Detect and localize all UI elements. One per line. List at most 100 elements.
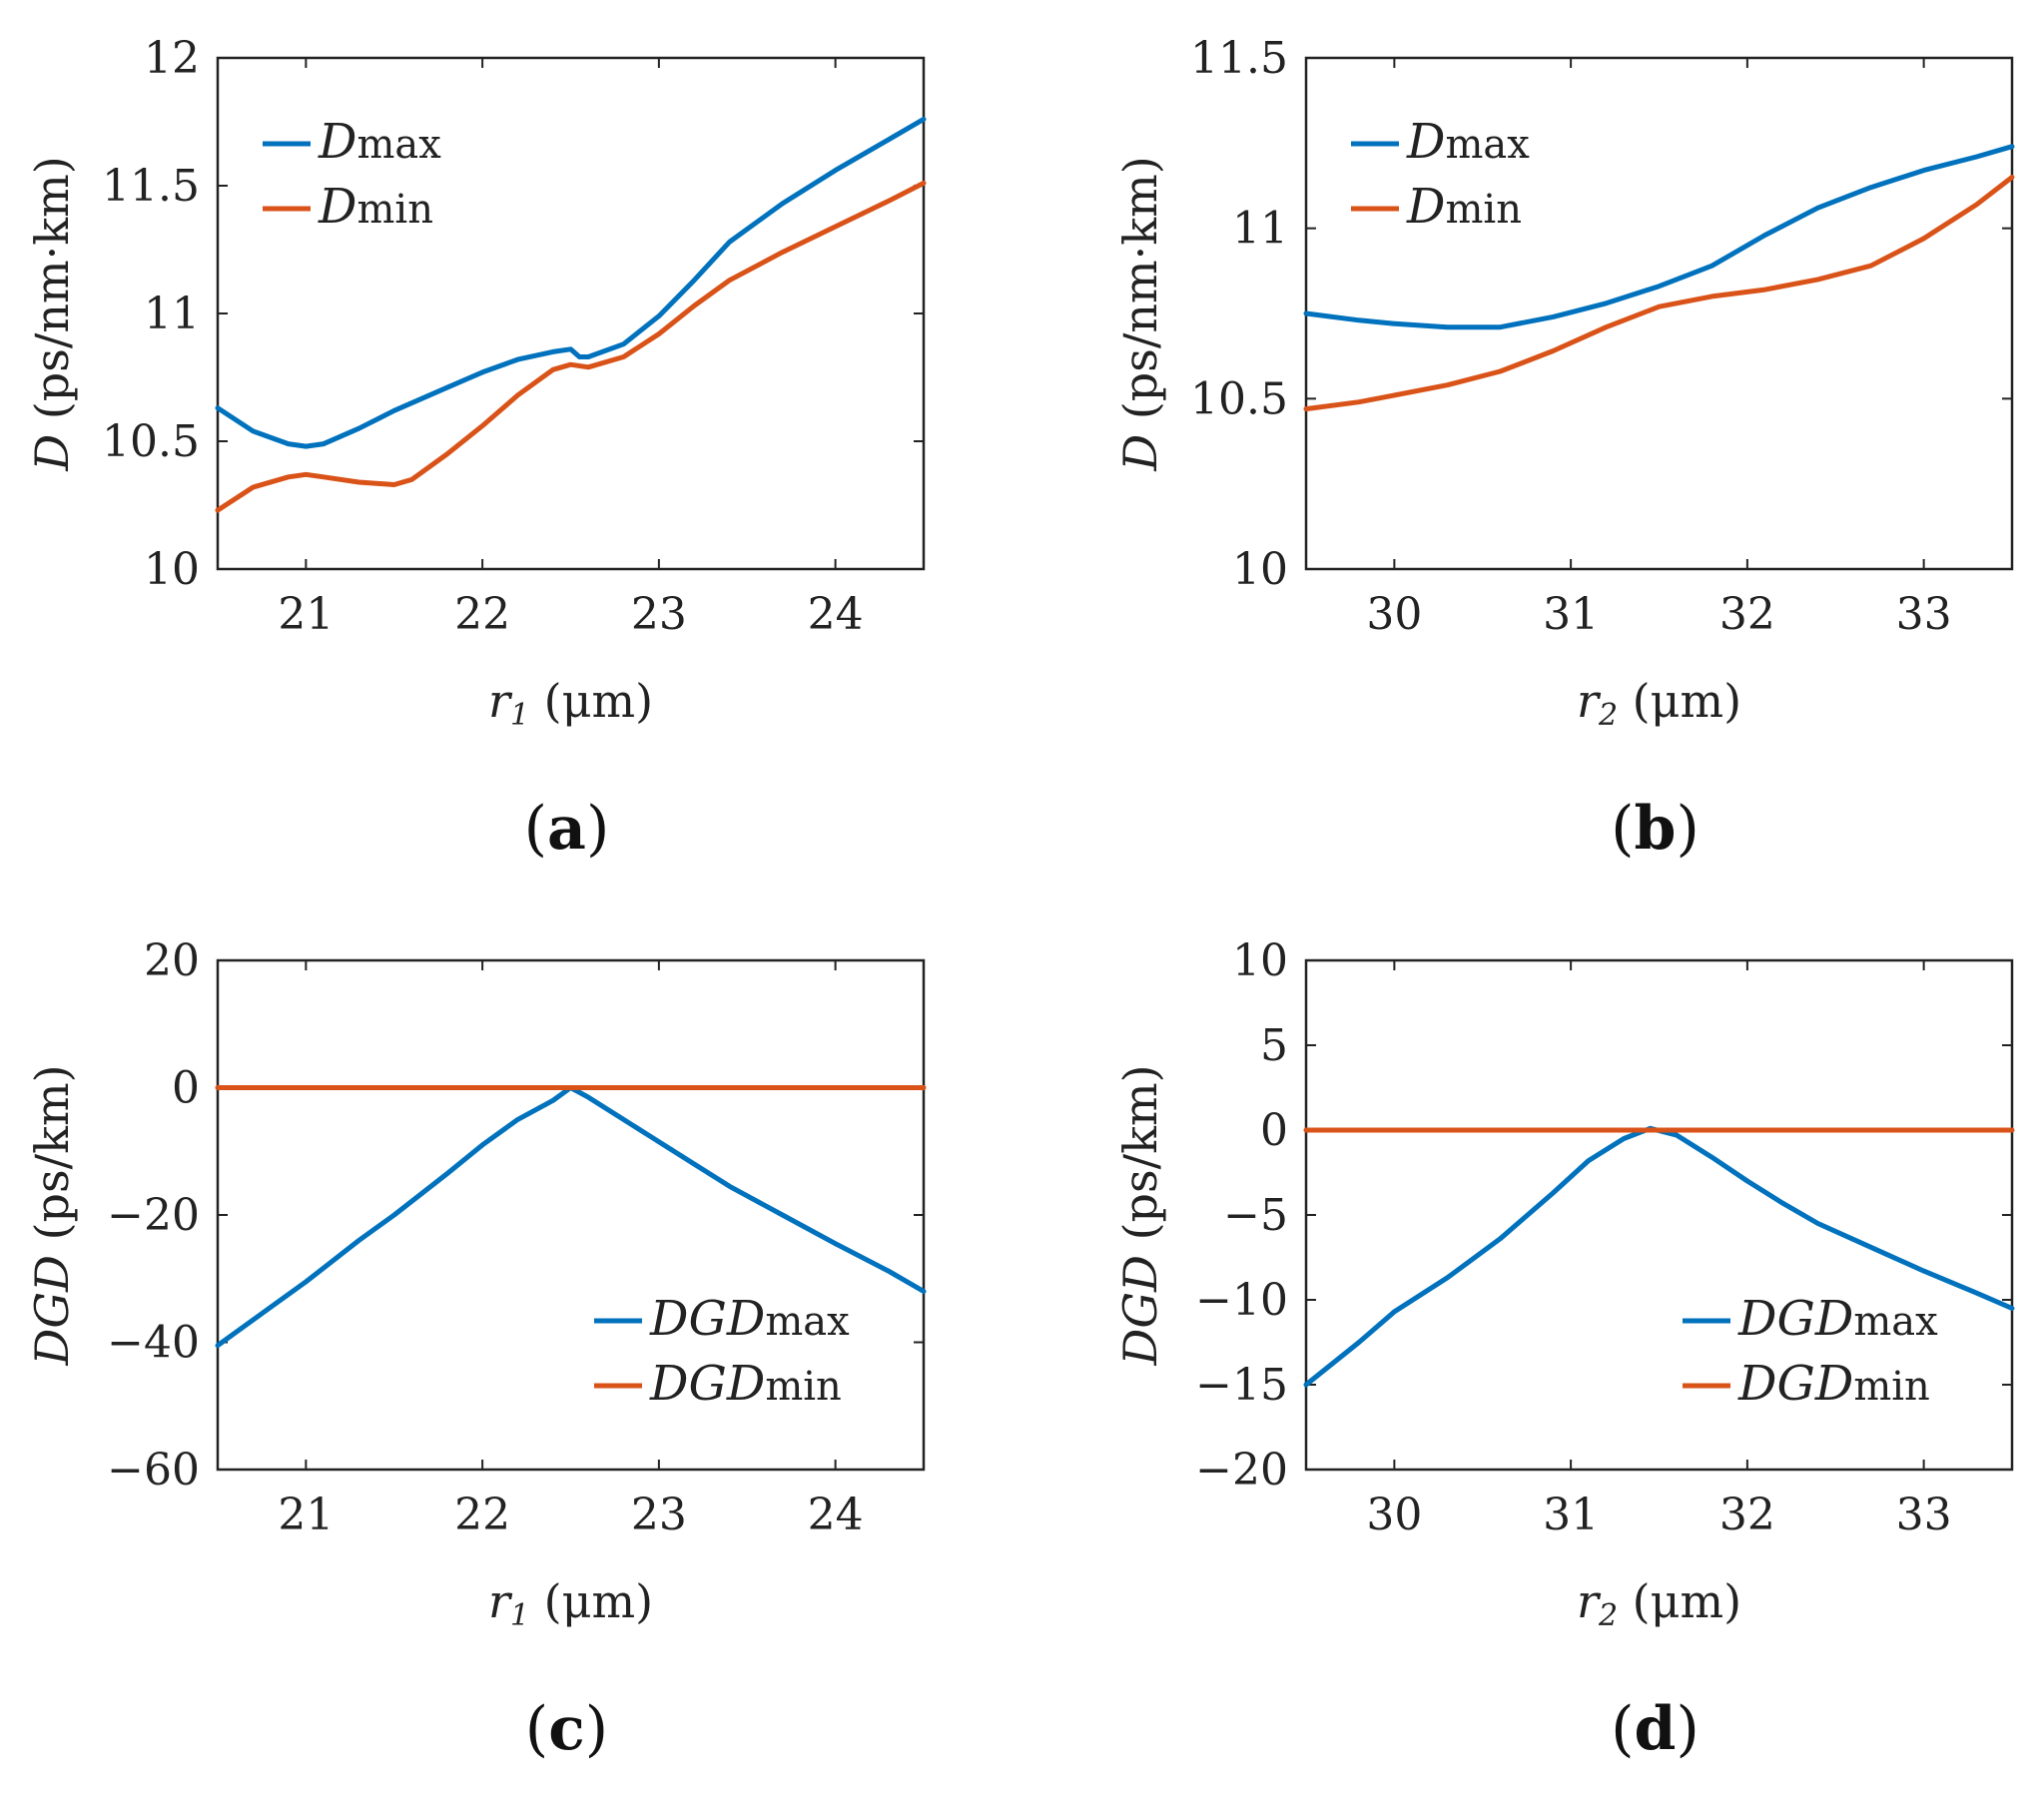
y-tick-label: −15 [1195, 1360, 1288, 1411]
legend-var: D [1406, 179, 1445, 235]
x-axis-sub: 1 [510, 698, 529, 733]
legend-var: D [318, 179, 356, 235]
series-line-max [215, 116, 927, 449]
legend-label-max: Dmax [1406, 114, 1530, 170]
y-axis-var: DGD [25, 1255, 79, 1367]
panel-paren-close: ) [1676, 794, 1699, 864]
x-axis-var: r [488, 1574, 513, 1628]
panel-paren-open: ( [525, 1694, 548, 1764]
x-axis-var: r [1577, 674, 1602, 728]
x-tick-label: 24 [808, 1490, 864, 1540]
x-axis-unit: (μm) [529, 674, 653, 728]
legend-sub: min [356, 187, 432, 233]
panel-letter: d [1635, 1694, 1677, 1764]
legend-sub: min [765, 1364, 841, 1410]
legend-label-min: DGDmin [649, 1356, 842, 1412]
x-tick-label: 23 [631, 1490, 687, 1540]
legend-label-max: DGDmax [649, 1291, 850, 1347]
y-tick-label: −20 [107, 1190, 200, 1241]
chart-panel-a: 21 22 23 24 10 10.5 11 11.5 12 r1 (μm) D (ps/nm·km… [25, 33, 927, 864]
panel-letter: c [548, 1694, 585, 1764]
x-axis-sub: 2 [1598, 698, 1618, 733]
y-tick-label: −40 [107, 1318, 200, 1369]
y-tick-label: 0 [172, 1063, 200, 1114]
y-axis-label: DGD (ps/km) [1113, 1064, 1167, 1366]
panel-letter: b [1635, 794, 1677, 864]
legend-var: D [1406, 114, 1445, 170]
y-axis-label: D (ps/nm·km) [1113, 156, 1167, 471]
panel-label-a: (a) [524, 794, 610, 864]
legend-sub: min [1853, 1364, 1929, 1410]
legend-label-min: Dmin [318, 179, 433, 235]
y-tick-label: 10 [1232, 935, 1288, 986]
y-tick-label: 5 [1260, 1020, 1288, 1071]
panel-label-b: (b) [1611, 794, 1700, 864]
legend-label-min: Dmin [1406, 179, 1522, 235]
panel-label-c: (c) [525, 1694, 608, 1764]
y-tick-label: 11 [1232, 204, 1288, 255]
panel-paren-close: ) [1676, 1694, 1699, 1764]
x-tick-label: 31 [1543, 589, 1599, 640]
legend-var: DGD [1737, 1356, 1853, 1412]
legend-var: DGD [1737, 1291, 1853, 1347]
series-line-min [1303, 175, 2015, 412]
series-line-max [1303, 1125, 2015, 1388]
chart-panel-d: 30 31 32 33 −20 −15 −10 −5 0 5 10 r2 (μm) DGD (ps/km… [1113, 935, 2015, 1764]
legend-var: DGD [649, 1356, 765, 1412]
y-tick-label: −5 [1223, 1190, 1288, 1241]
y-axis-unit: (ps/km) [25, 1064, 79, 1255]
panel-letter: a [547, 794, 586, 864]
y-axis-unit: (ps/km) [1113, 1064, 1167, 1255]
panel-paren-open: ( [1611, 794, 1634, 864]
y-tick-label: 20 [144, 935, 200, 986]
series-line-max [1303, 144, 2015, 330]
x-tick-label: 21 [278, 589, 334, 640]
y-axis-var: DGD [1113, 1255, 1167, 1367]
y-tick-label: 10 [1232, 544, 1288, 595]
y-tick-label: 10.5 [1190, 373, 1288, 424]
y-axis-var: D [25, 434, 79, 472]
legend-sub: max [356, 122, 441, 168]
x-tick-label: 22 [454, 1490, 510, 1540]
legend-sub: min [1445, 187, 1521, 233]
x-axis-label: r2 (μm) [1577, 1574, 1741, 1633]
x-tick-label: 30 [1366, 1490, 1422, 1540]
y-axis-var: D [1113, 434, 1167, 472]
y-axis-unit: (ps/nm·km) [25, 156, 79, 433]
x-tick-label: 21 [278, 1490, 334, 1540]
x-tick-label: 33 [1896, 1490, 1952, 1540]
y-tick-label: 11.5 [1190, 33, 1288, 84]
legend-sub: max [1853, 1299, 1938, 1345]
legend-label-max: DGDmax [1737, 1291, 1938, 1347]
x-axis-unit: (μm) [529, 1574, 653, 1628]
panel-paren-close: ) [585, 1694, 608, 1764]
x-axis-label: r2 (μm) [1577, 674, 1741, 733]
legend-label-min: DGDmin [1737, 1356, 1930, 1412]
legend-var: D [318, 114, 356, 170]
y-tick-label: −10 [1195, 1275, 1288, 1326]
y-axis-label: D (ps/nm·km) [25, 156, 79, 471]
x-axis-sub: 1 [510, 1598, 529, 1633]
y-axis-label: DGD (ps/km) [25, 1064, 79, 1366]
panel-paren-close: ) [586, 794, 609, 864]
x-tick-label: 32 [1719, 1490, 1775, 1540]
y-tick-label: −60 [107, 1445, 200, 1496]
panel-paren-open: ( [1611, 1694, 1634, 1764]
panel-paren-open: ( [524, 794, 547, 864]
y-axis-unit: (ps/nm·km) [1113, 156, 1167, 433]
x-axis-sub: 2 [1598, 1598, 1618, 1633]
y-tick-label: −20 [1195, 1445, 1288, 1496]
x-tick-label: 32 [1719, 589, 1775, 640]
x-axis-label: r1 (μm) [488, 1574, 653, 1633]
x-tick-label: 30 [1366, 589, 1422, 640]
legend-var: DGD [649, 1291, 765, 1347]
x-axis-unit: (μm) [1618, 674, 1741, 728]
legend-sub: max [1445, 122, 1530, 168]
legend-label-max: Dmax [318, 114, 441, 170]
x-axis-var: r [488, 674, 513, 728]
y-tick-label: 10 [144, 544, 200, 595]
y-tick-label: 12 [144, 33, 200, 84]
